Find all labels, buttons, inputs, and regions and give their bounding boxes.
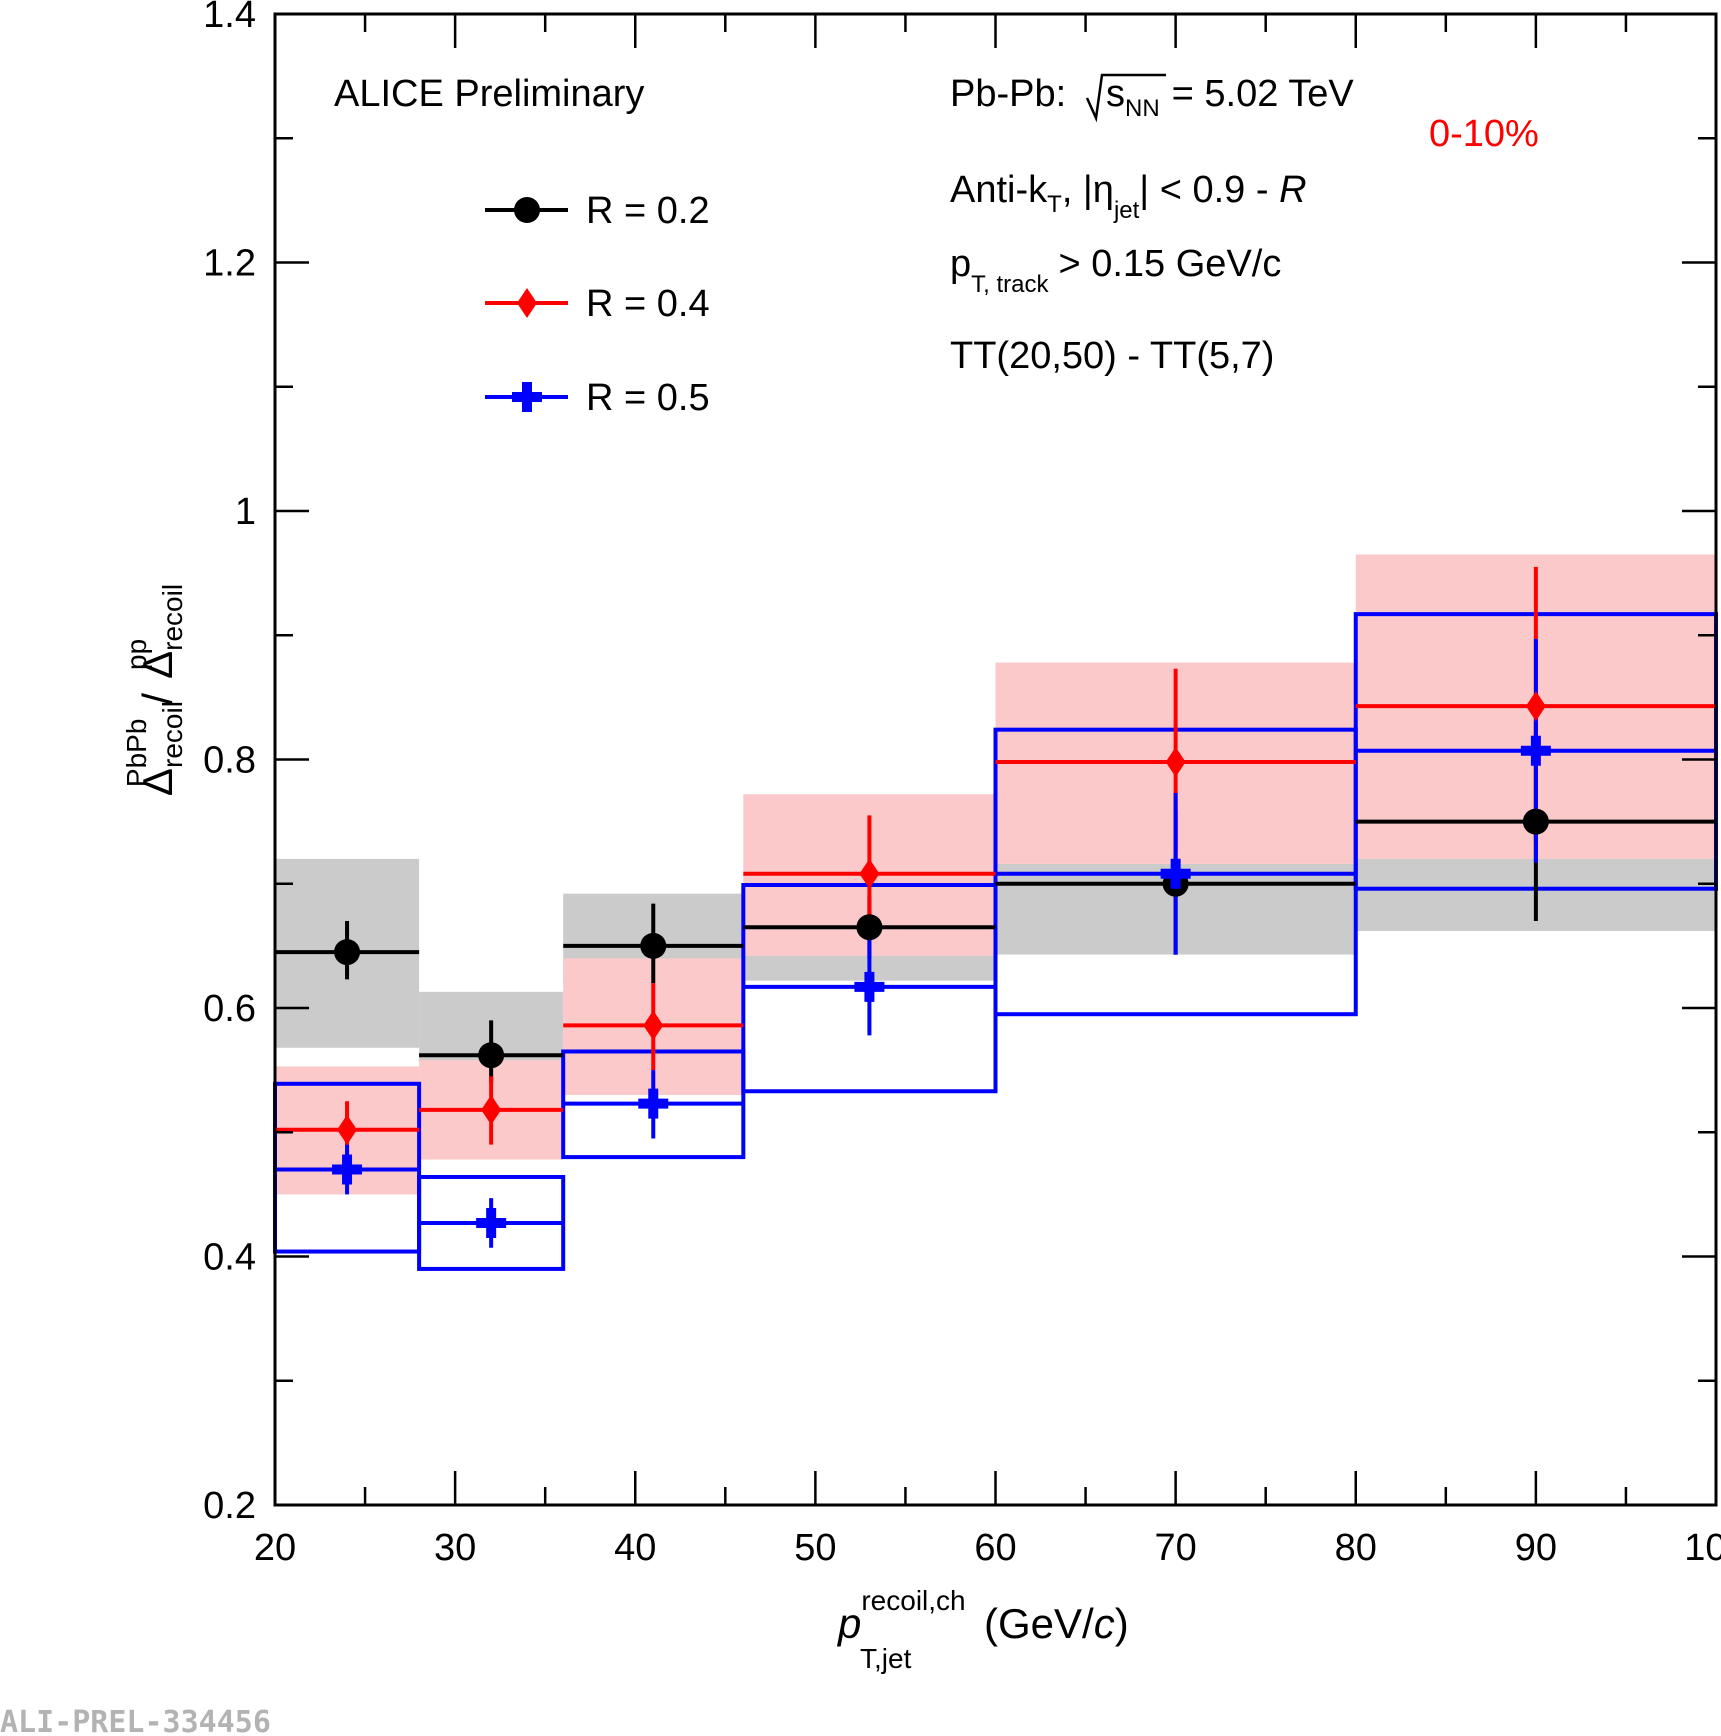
x-tick-label-100: 100 bbox=[1684, 1527, 1721, 1569]
svg-text:sNN= 5.02 TeV: sNN = 5.02 TeV bbox=[1106, 73, 1354, 122]
y-tick-label-3: 0.8 bbox=[203, 740, 256, 782]
preprint-id: ALI-PREL-334456 bbox=[0, 1705, 271, 1736]
x-tick-label-20: 20 bbox=[254, 1527, 296, 1569]
collision-energy: = 5.02 TeV bbox=[1172, 73, 1355, 115]
x-label-unit-c: c bbox=[1094, 1600, 1115, 1647]
marker-s1-p5 bbox=[1525, 691, 1546, 722]
collision-prefix: Pb-Pb: bbox=[950, 73, 1066, 115]
track-cut: > 0.15 GeV/c bbox=[1058, 243, 1281, 285]
x-tick-label-50: 50 bbox=[794, 1527, 836, 1569]
alice-preliminary-label: ALICE Preliminary bbox=[334, 73, 644, 115]
y-label-slash: / bbox=[134, 693, 181, 705]
legend-label-0: R = 0.2 bbox=[586, 190, 710, 232]
y-label-den-sub: recoil bbox=[157, 584, 188, 651]
marker-s0-p5 bbox=[1522, 808, 1549, 835]
track-p: p bbox=[950, 243, 971, 285]
jet-def-b: , |η bbox=[1062, 169, 1114, 211]
y-label-num-symbol: Δ bbox=[134, 768, 181, 796]
x-tick-label-60: 60 bbox=[974, 1527, 1016, 1569]
y-label-den-symbol: Δ bbox=[134, 651, 181, 679]
jet-definition-label: Anti-kT, |ηjet| < 0.9 - R bbox=[950, 169, 1307, 224]
x-tick-label-40: 40 bbox=[614, 1527, 656, 1569]
y-tick-label-6: 1.4 bbox=[203, 0, 256, 36]
x-tick-label-80: 80 bbox=[1335, 1527, 1377, 1569]
marker-s0-p1 bbox=[478, 1042, 505, 1069]
collision-s-sub: NN bbox=[1125, 95, 1160, 122]
x-label-unit-open: (GeV/ bbox=[984, 1600, 1094, 1647]
jet-def-a: Anti-k bbox=[950, 169, 1048, 211]
jet-def-a-sub: T bbox=[1047, 191, 1062, 218]
svg-text:precoil,chT,jet(GeV/c): precoil,ch T,jet (GeV/c) bbox=[836, 1585, 1129, 1674]
legend-marker-2 bbox=[512, 382, 542, 412]
marker-s0-p0 bbox=[334, 939, 361, 966]
jet-def-c: | < 0.9 - bbox=[1139, 169, 1279, 211]
collision-s: s bbox=[1106, 73, 1125, 115]
track-sub: T, track bbox=[971, 271, 1049, 298]
x-tick-label-30: 30 bbox=[434, 1527, 476, 1569]
marker-s2-p5 bbox=[1520, 735, 1551, 766]
x-axis-label: precoil,ch T,jet (GeV/c) bbox=[836, 1585, 1129, 1674]
tick-labels: 20 30 40 50 60 70 80 90 100 0.2 0.4 0.6 0.8 1 1.2 1.4 bbox=[203, 0, 1721, 1569]
marker-s0-p2 bbox=[640, 932, 667, 959]
marker-s2-p4 bbox=[1160, 858, 1191, 889]
y-tick-label-2: 0.6 bbox=[203, 988, 256, 1030]
marker-s1-p1 bbox=[481, 1094, 502, 1125]
sqrt-sign bbox=[1085, 73, 1166, 123]
y-tick-label-5: 1.2 bbox=[203, 243, 256, 285]
marker-s2-p3 bbox=[854, 971, 885, 1002]
y-label-num-sup: PbPb bbox=[121, 719, 152, 788]
marker-layer bbox=[332, 691, 1551, 1238]
svg-text:ΔrecoilPbPb/Δrecoilpp: ΔrecoilPbPb/Δrecoilpp bbox=[121, 584, 188, 796]
y-axis-label: ΔrecoilPbPb/Δrecoilpp bbox=[121, 584, 188, 796]
jet-def-r: R bbox=[1279, 169, 1306, 211]
y-tick-label-0: 0.2 bbox=[203, 1485, 256, 1527]
marker-s0-p3 bbox=[856, 914, 883, 941]
legend-marker-0 bbox=[514, 197, 540, 223]
legend-label-1: R = 0.4 bbox=[586, 283, 710, 325]
marker-s1-p3 bbox=[859, 858, 880, 889]
trigger-label: TT(20,50) - TT(5,7) bbox=[950, 335, 1274, 377]
marker-s2-p1 bbox=[476, 1207, 507, 1238]
marker-s1-p0 bbox=[337, 1114, 358, 1145]
x-label-unit-close: ) bbox=[1115, 1600, 1129, 1647]
centrality-label: 0-10% bbox=[1429, 113, 1539, 155]
marker-s2-p2 bbox=[638, 1088, 669, 1119]
x-label-main: p bbox=[836, 1600, 861, 1647]
x-tick-label-70: 70 bbox=[1154, 1527, 1196, 1569]
marker-s2-p0 bbox=[332, 1154, 363, 1185]
y-tick-label-4: 1 bbox=[235, 491, 256, 533]
legend-label-2: R = 0.5 bbox=[586, 377, 710, 419]
x-label-sup: recoil,ch bbox=[861, 1585, 965, 1616]
x-tick-label-90: 90 bbox=[1515, 1527, 1557, 1569]
y-label-den-sup: pp bbox=[121, 639, 152, 670]
y-tick-label-1: 0.4 bbox=[203, 1237, 256, 1279]
jet-def-b-sub: jet bbox=[1113, 197, 1140, 224]
axes-frame bbox=[273, 12, 1718, 1507]
marker-s1-p4 bbox=[1165, 746, 1186, 777]
svg-text:Pb-Pb:: Pb-Pb: bbox=[950, 73, 1066, 115]
marker-s1-p2 bbox=[643, 1010, 664, 1041]
track-cut-label: pT, track > 0.15 GeV/c bbox=[950, 243, 1281, 298]
x-label-sub: T,jet bbox=[860, 1643, 912, 1674]
legend: R = 0.2 R = 0.4 R = 0.5 bbox=[485, 190, 710, 419]
y-label-num-sub: recoil bbox=[157, 701, 188, 768]
collision-system-label: Pb-Pb: sNN = 5.02 TeV bbox=[950, 73, 1354, 123]
legend-marker-1 bbox=[517, 288, 537, 318]
